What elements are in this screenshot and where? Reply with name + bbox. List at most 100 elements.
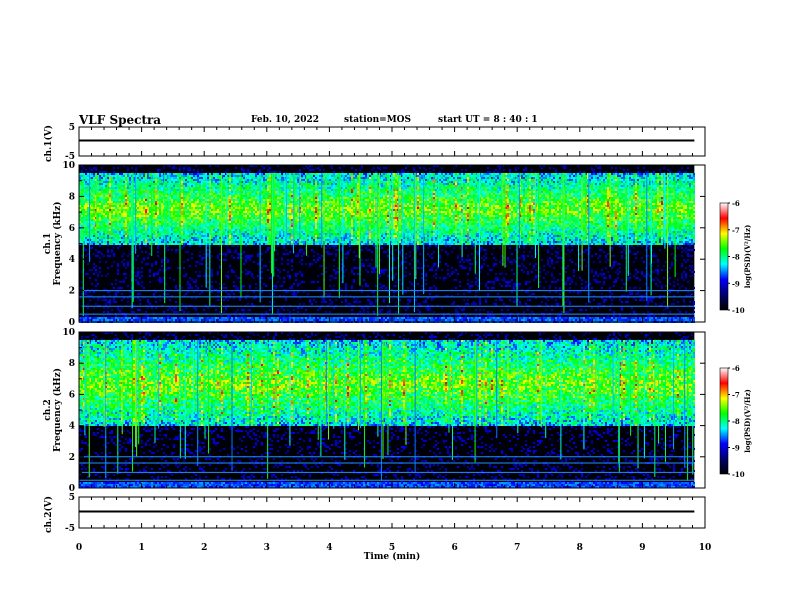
spectrogram-cell	[187, 311, 189, 313]
spectrogram-cell	[119, 317, 121, 319]
spectrogram-cell	[191, 183, 193, 185]
spectrogram-cell	[213, 211, 215, 213]
spectrogram-cell	[157, 203, 159, 205]
spectrogram-cell	[207, 245, 209, 247]
spectrogram-cell	[125, 197, 127, 199]
spectrogram-cell	[197, 203, 199, 205]
spectrogram-cell	[117, 209, 119, 211]
spectrogram-cell	[83, 213, 85, 215]
spectrogram-cell	[129, 201, 131, 203]
spectrogram-cell	[93, 243, 95, 245]
spectrogram-cell	[207, 201, 209, 203]
spectrogram-cell	[161, 195, 163, 197]
spectrogram-cell	[207, 319, 209, 321]
spectrogram-cell	[155, 231, 157, 233]
spectrogram-cell	[239, 207, 241, 209]
spectrogram-cell	[147, 239, 149, 241]
spectrogram-cell	[159, 233, 161, 235]
spectrogram-cell	[245, 209, 247, 211]
spectrogram-cell	[237, 173, 239, 175]
spectrogram-cell	[263, 173, 265, 175]
spectrogram-cell	[211, 219, 213, 221]
spectrogram-cell	[199, 319, 201, 321]
spectrogram-cell	[157, 173, 159, 175]
spectrogram-cell	[267, 201, 269, 203]
spectrogram-cell	[109, 195, 111, 197]
spectrogram-cell	[101, 235, 103, 237]
spectrogram-cell	[87, 199, 89, 201]
spectrogram-cell	[93, 189, 95, 191]
spectrogram-cell	[81, 187, 83, 189]
spectrogram-cell	[269, 239, 271, 241]
spectrogram-cell	[153, 317, 155, 319]
spectrogram-cell	[157, 243, 159, 245]
spectrogram-cell	[145, 225, 147, 227]
spectrogram-cell	[181, 189, 183, 191]
spectrogram-cell	[147, 299, 149, 301]
spectrogram-cell	[177, 289, 179, 291]
spectrogram-cell	[287, 219, 289, 221]
spectrogram-cell	[237, 235, 239, 237]
spectrogram-cell	[195, 175, 197, 177]
spectrogram-cell	[287, 203, 289, 205]
spectrogram-cell	[157, 181, 159, 183]
spectrogram-cell	[107, 175, 109, 177]
spectrogram-cell	[199, 177, 201, 179]
spectrogram-cell	[143, 175, 145, 177]
spectrogram-cell	[211, 179, 213, 181]
spectrogram-cell	[155, 213, 157, 215]
spectrogram-cell	[277, 253, 279, 255]
spectrogram-cell	[193, 221, 195, 223]
spectrogram-cell	[171, 209, 173, 211]
spectrogram-cell	[115, 225, 117, 227]
spectrogram-cell	[197, 195, 199, 197]
spectrogram-cell	[203, 241, 205, 243]
spectrogram-cell	[181, 287, 183, 289]
spectrogram-cell	[189, 195, 191, 197]
spectrogram-cell	[177, 209, 179, 211]
spectrogram-cell	[289, 217, 291, 219]
spectrogram-cell	[145, 231, 147, 233]
spectrogram-cell	[185, 187, 187, 189]
spectrogram-cell	[219, 201, 221, 203]
spectrogram-cell	[269, 231, 271, 233]
spectrogram-cell	[127, 199, 129, 201]
spectrogram-cell	[125, 207, 127, 209]
spectrogram-cell	[287, 183, 289, 185]
spectrogram-cell	[153, 193, 155, 195]
spectrogram-cell	[169, 209, 171, 211]
spectrogram-cell	[219, 185, 221, 187]
spectrogram-cell	[283, 179, 285, 181]
spectrogram-cell	[169, 237, 171, 239]
spectrogram-cell	[255, 297, 257, 299]
spectrogram-cell	[97, 211, 99, 213]
spectrogram-cell	[231, 199, 233, 201]
spectrogram-cell	[91, 243, 93, 245]
spectrogram-cell	[199, 231, 201, 233]
spectrogram-cell	[249, 195, 251, 197]
spectrogram-cell	[97, 243, 99, 245]
spectrogram-cell	[207, 239, 209, 241]
spectrogram-cell	[289, 311, 291, 313]
spectrogram-cell	[97, 275, 99, 277]
spectrogram-cell	[267, 169, 269, 171]
spectrogram-cell	[189, 203, 191, 205]
spectrogram-cell	[145, 191, 147, 193]
spectrogram-cell	[291, 239, 293, 241]
spectrogram-cell	[255, 207, 257, 209]
spectrogram-cell	[97, 181, 99, 183]
spectrogram-cell	[165, 203, 167, 205]
spectrogram-cell	[207, 225, 209, 227]
spectrogram-cell	[289, 219, 291, 221]
spectrogram-cell	[85, 203, 87, 205]
spectrogram-cell	[231, 175, 233, 177]
spectrogram-cell	[193, 177, 195, 179]
spectrogram-cell	[293, 207, 295, 209]
spectrogram-cell	[165, 233, 167, 235]
spectrogram-cell	[157, 185, 159, 187]
spectrogram-cell	[283, 213, 285, 215]
spectrogram-cell	[283, 175, 285, 177]
spectrogram-cell	[113, 191, 115, 193]
spectrogram-cell	[165, 207, 167, 209]
spectrogram-cell	[203, 275, 205, 277]
